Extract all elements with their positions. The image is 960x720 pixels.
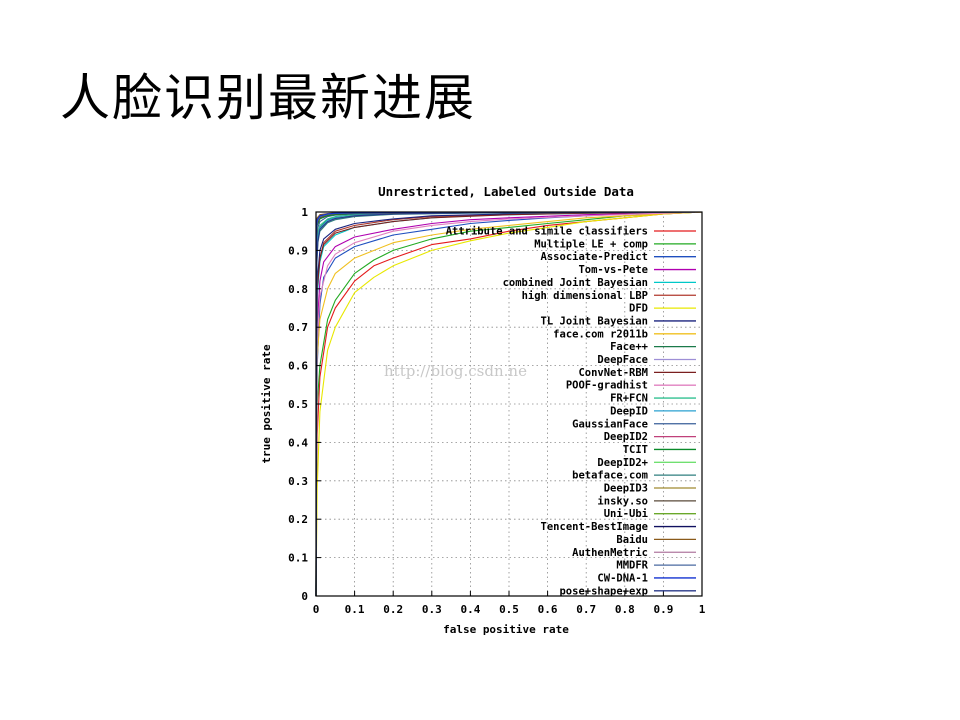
legend-entry: POOF-gradhist	[566, 380, 648, 392]
chart-title: Unrestricted, Labeled Outside Data	[378, 184, 634, 199]
legend-entry: pose+shape+exp	[559, 585, 648, 597]
y-tick-label: 0.1	[288, 552, 308, 565]
x-tick-label: 0	[313, 603, 320, 616]
legend-entry: Face++	[610, 341, 648, 353]
legend-entry: Associate-Predict	[541, 251, 648, 263]
roc-curve-3	[315, 211, 703, 597]
legend-entry: DFD	[629, 303, 648, 315]
legend-entry: TL Joint Bayesian	[541, 315, 648, 327]
x-tick-label: 0.4	[460, 603, 480, 616]
y-tick-label: 0.2	[288, 513, 308, 526]
x-tick-label: 0.3	[422, 603, 442, 616]
y-tick-label: 0.5	[288, 398, 308, 411]
x-tick-label: 0.2	[383, 603, 403, 616]
x-tick-label: 0.7	[576, 603, 596, 616]
legend-entry: DeepID2+	[597, 457, 648, 469]
legend-entry: TCIT	[623, 444, 648, 456]
y-tick-label: 0.9	[288, 244, 308, 257]
y-tick-label: 0	[301, 590, 308, 603]
roc-chart: Unrestricted, Labeled Outside Data 0 0.1 0…	[260, 184, 706, 636]
legend-entry: DeepID	[610, 405, 648, 417]
legend-entry: combined Joint Bayesian	[503, 277, 648, 289]
y-tick-label: 0.4	[288, 436, 308, 449]
legend-entry: ConvNet-RBM	[578, 367, 648, 379]
legend-entry: face.com r2011b	[553, 328, 648, 340]
legend-entry: MMDFR	[616, 560, 648, 572]
roc-curve-6	[315, 211, 703, 597]
roc-curve-1	[315, 211, 703, 597]
roc-curve-12	[315, 211, 703, 597]
legend-entry: DeepID2	[604, 431, 648, 443]
legend-entry: DeepID3	[604, 483, 648, 495]
x-tick-label: 0.6	[538, 603, 558, 616]
x-tick-label: 0.9	[653, 603, 673, 616]
roc-curve-7	[315, 211, 703, 597]
x-tick-label: 0.8	[615, 603, 635, 616]
roc-curve-28	[315, 211, 703, 597]
legend-entry: FR+FCN	[610, 393, 648, 405]
x-axis-label: false positive rate	[443, 623, 569, 636]
x-tick-label: 0.1	[345, 603, 365, 616]
legend-entry: DeepFace	[597, 354, 648, 366]
grid-lines	[316, 212, 702, 596]
legend-entry: Uni-Ubi	[604, 508, 648, 520]
legend-entry: Tom-vs-Pete	[578, 264, 648, 276]
x-tick-label: 1	[699, 603, 706, 616]
y-tick-label: 0.3	[288, 475, 308, 488]
axis-ticks: 0 0.1 0.2 0.3 0.4 0.5 0.6 0.7 0.8 0.9 1 0 0.1 0.2 0.3 0…	[288, 206, 706, 616]
watermark: http://blog.csdn.ne	[384, 362, 527, 380]
y-tick-label: 0.8	[288, 283, 308, 296]
y-tick-label: 0.7	[288, 321, 308, 334]
slide-title: 人脸识别最新进展	[60, 69, 476, 127]
legend-entry: Baidu	[616, 534, 648, 546]
legend-entry: betaface.com	[572, 470, 648, 482]
roc-curves	[315, 211, 703, 597]
legend-entry: AuthenMetric	[572, 547, 648, 559]
roc-curve-11	[315, 211, 703, 597]
legend-entry: insky.so	[597, 495, 648, 507]
legend-entry: CW-DNA-1	[597, 572, 648, 584]
x-tick-label: 0.5	[499, 603, 519, 616]
y-tick-label: 0.6	[288, 360, 308, 373]
legend-entry: Tencent-BestImage	[541, 521, 648, 533]
legend-entry: Multiple LE + comp	[534, 238, 648, 250]
legend: Attribute and simile classifiersMultiple…	[446, 226, 696, 597]
legend-entry: Attribute and simile classifiers	[446, 226, 648, 238]
roc-curve-8	[315, 211, 703, 597]
y-tick-label: 1	[301, 206, 308, 219]
legend-entry: high dimensional LBP	[522, 290, 648, 302]
y-axis-label: true positive rate	[260, 344, 273, 464]
legend-entry: GaussianFace	[572, 418, 648, 430]
